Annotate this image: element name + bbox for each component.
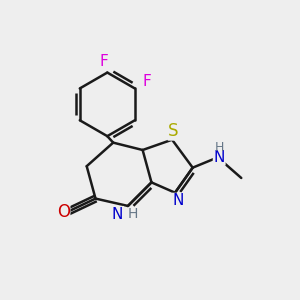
- Text: N: N: [112, 207, 123, 222]
- Text: F: F: [99, 54, 108, 69]
- Text: F: F: [142, 74, 151, 89]
- Text: O: O: [57, 203, 70, 221]
- Text: H: H: [128, 207, 138, 221]
- Text: S: S: [168, 122, 179, 140]
- Text: N: N: [172, 194, 184, 208]
- Text: H: H: [214, 141, 224, 154]
- Text: N: N: [214, 150, 225, 165]
